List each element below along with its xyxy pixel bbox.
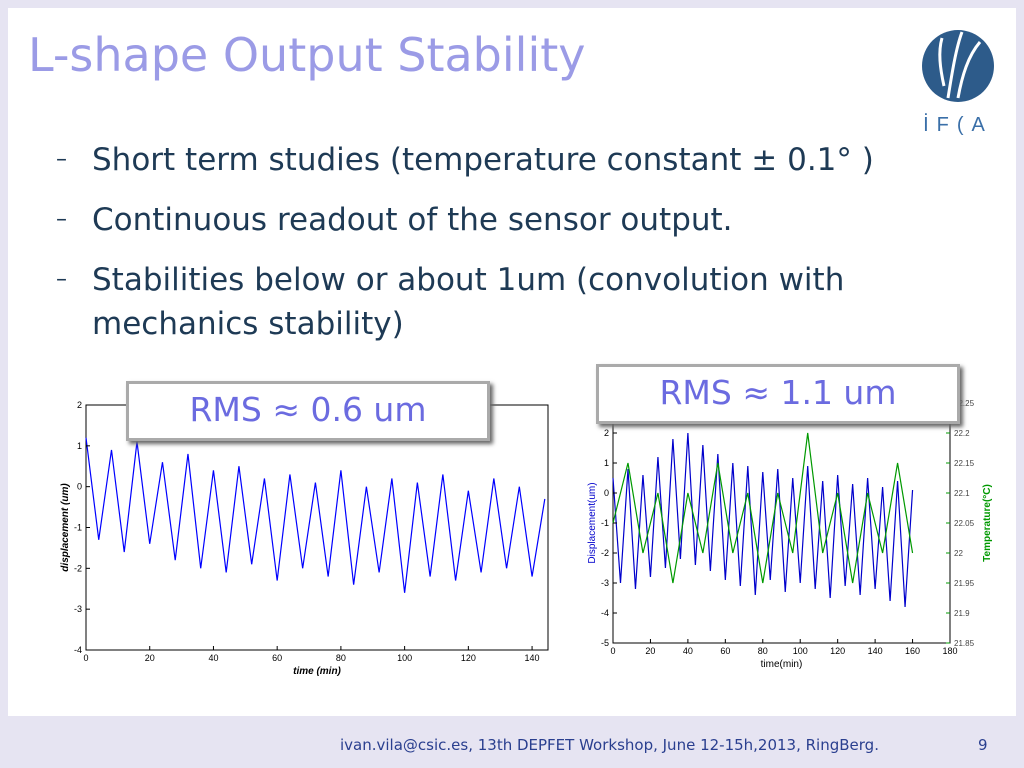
bullet: Continuous readout of the sensor output. [56, 198, 956, 242]
x-tick-label: 60 [272, 653, 282, 663]
x-tick-label: 180 [942, 646, 957, 656]
y-tick-label: -1 [601, 518, 609, 528]
x-tick-label: 100 [397, 653, 412, 663]
y2-tick-label: 22.15 [954, 459, 975, 468]
y-tick-label: 1 [77, 441, 82, 451]
footer: ivan.vila@csic.es, 13th DEPFET Workshop,… [340, 736, 879, 754]
y-tick-label: 1 [604, 458, 609, 468]
y-tick-label: 2 [77, 400, 82, 410]
y2-tick-label: 22.05 [954, 519, 975, 528]
y-tick-label: -1 [74, 523, 82, 533]
bullet-list: Short term studies (temperature constant… [56, 138, 956, 362]
slide-title: L-shape Output Stability [28, 28, 586, 82]
x-tick-label: 20 [145, 653, 155, 663]
y-axis-label: displacement (um) [60, 483, 71, 572]
y-tick-label: -4 [601, 608, 609, 618]
y-tick-label: -5 [601, 638, 609, 648]
logo-text: İF(A [923, 113, 993, 136]
y-tick-label: -2 [601, 548, 609, 558]
y2-axis-label: Temperature(°C) [982, 484, 993, 562]
x-tick-label: 0 [610, 646, 615, 656]
rms-callout: RMS ≈ 1.1 um [596, 364, 960, 424]
x-tick-label: 100 [793, 646, 808, 656]
plot-frame [85, 404, 549, 651]
y2-tick-label: 22 [954, 549, 963, 558]
x-tick-label: 140 [868, 646, 883, 656]
y2-tick-label: 22.1 [954, 489, 970, 498]
y2-tick-label: 21.85 [954, 639, 975, 648]
y2-tick-label: 21.95 [954, 579, 975, 588]
x-tick-label: 0 [83, 653, 88, 663]
y-tick-label: 0 [77, 482, 82, 492]
x-tick-label: 20 [645, 646, 655, 656]
logo-strokes [938, 31, 982, 99]
y-tick-label: 2 [604, 428, 609, 438]
data-line [612, 432, 914, 584]
x-tick-label: 40 [683, 646, 693, 656]
rms-callout: RMS ≈ 0.6 um [126, 381, 490, 441]
y2-tick-label: 22.2 [954, 429, 970, 438]
page-number: 9 [978, 736, 988, 754]
logo: İF(A [922, 30, 994, 136]
y-tick-label: -3 [74, 604, 82, 614]
bullet: Stabilities below or about 1um (convolut… [56, 258, 956, 346]
y-tick-label: 0 [604, 488, 609, 498]
y-tick-label: -2 [74, 563, 82, 573]
x-axis-label: time(min) [761, 659, 803, 670]
x-tick-label: 160 [905, 646, 920, 656]
y-tick-label: -4 [74, 645, 82, 655]
y2-tick-label: 21.9 [954, 609, 970, 618]
y-tick-label: -3 [601, 578, 609, 588]
x-tick-label: 80 [336, 653, 346, 663]
x-tick-label: 40 [208, 653, 218, 663]
x-axis-label: time (min) [293, 666, 341, 677]
data-line [612, 432, 914, 608]
x-tick-label: 140 [525, 653, 540, 663]
bullet: Short term studies (temperature constant… [56, 138, 956, 182]
x-tick-label: 80 [758, 646, 768, 656]
y-axis-label: Displacement(um) [587, 482, 598, 563]
y2-tick-label: 22.25 [954, 399, 975, 408]
x-tick-label: 120 [461, 653, 476, 663]
x-tick-label: 60 [720, 646, 730, 656]
x-tick-label: 120 [830, 646, 845, 656]
data-line [85, 437, 546, 593]
